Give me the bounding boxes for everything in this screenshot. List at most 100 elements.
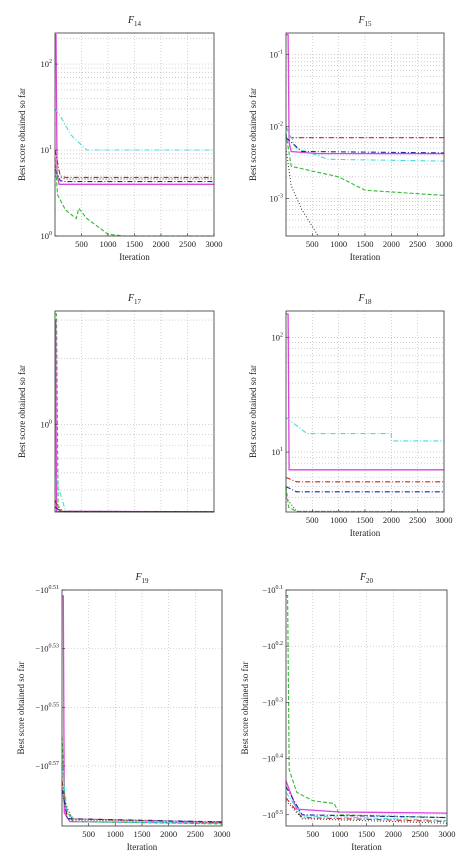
series-group-f15 bbox=[285, 33, 445, 236]
series-group-f20 bbox=[285, 595, 448, 824]
grid-f20 bbox=[286, 589, 447, 826]
series-line-6 bbox=[285, 486, 445, 513]
chart-title: F20 bbox=[359, 572, 374, 585]
series-line-3 bbox=[61, 765, 223, 824]
series-line-4 bbox=[285, 137, 445, 154]
chart-title: F15 bbox=[357, 15, 372, 28]
y-axis-label: Best score obtained so far bbox=[16, 662, 26, 755]
x-tick-label: 2500 bbox=[187, 829, 204, 839]
series-line-6 bbox=[61, 794, 223, 823]
series-line-4 bbox=[285, 486, 444, 493]
x-tick-label: 2500 bbox=[179, 239, 196, 249]
y-tick-label: −100.5 bbox=[262, 810, 283, 820]
x-tick-label: 2000 bbox=[160, 829, 177, 839]
y-tick-label: 102 bbox=[272, 332, 284, 342]
y-tick-label: 101 bbox=[41, 145, 53, 155]
series-line-1 bbox=[286, 33, 444, 155]
grid-f15 bbox=[286, 33, 444, 237]
y-tick-label: −100.53 bbox=[35, 644, 59, 654]
x-tick-label: 1500 bbox=[126, 239, 143, 249]
x-tick-label: 500 bbox=[306, 239, 319, 249]
x-tick-label: 1000 bbox=[330, 239, 347, 249]
series-line-3 bbox=[285, 126, 445, 162]
y-tick-label: 10-3 bbox=[270, 193, 284, 203]
series-line-1 bbox=[286, 313, 444, 471]
chart-title: F18 bbox=[357, 293, 372, 306]
series-line-5 bbox=[54, 506, 215, 513]
series-line-5 bbox=[285, 797, 448, 823]
plot-frame bbox=[54, 310, 215, 513]
y-tick-label: 10-2 bbox=[270, 122, 284, 132]
x-tick-label: 2000 bbox=[383, 239, 400, 249]
x-tick-label: 1000 bbox=[107, 829, 124, 839]
series-line-6 bbox=[285, 800, 448, 824]
x-tick-label: 3000 bbox=[436, 239, 453, 249]
series-line-1 bbox=[286, 595, 448, 819]
series-line-6 bbox=[285, 148, 319, 236]
chart-f14: 500 1000 1500 2000 2500 3000 100 101 102 F14 Itera… bbox=[17, 15, 223, 262]
y-axis-label: Best score obtained so far bbox=[17, 365, 27, 458]
y-tick-label: −100.1 bbox=[262, 585, 283, 595]
series-line-4 bbox=[61, 780, 223, 824]
x-tick-label: 500 bbox=[82, 829, 95, 839]
grid-f17 bbox=[55, 311, 214, 512]
y-tick-label: −100.3 bbox=[262, 697, 283, 707]
y-axis-label: Best score obtained so far bbox=[248, 365, 258, 458]
y-tick-label: −100.4 bbox=[262, 754, 283, 764]
grid-f14 bbox=[55, 33, 214, 236]
chart-f19: 500 1000 1500 2000 2500 3000 −100.51 −100.53 −10… bbox=[16, 572, 231, 852]
series-line-5 bbox=[54, 175, 214, 180]
x-axis-label: Iteration bbox=[350, 528, 381, 538]
series-line-1 bbox=[55, 34, 214, 185]
chart-f20: 500 1000 1500 2000 2500 3000 −100.1 −100.2 −100.… bbox=[240, 572, 456, 852]
y-tick-label: 100 bbox=[41, 419, 53, 429]
y-tick-label: −100.2 bbox=[262, 641, 283, 651]
x-axis-label: Iteration bbox=[351, 842, 382, 852]
series-line-5 bbox=[285, 133, 445, 196]
series-line-5 bbox=[61, 789, 223, 823]
chart-f17: 100 F17 Best score obtained so far bbox=[17, 293, 215, 513]
x-tick-label: 2000 bbox=[383, 515, 400, 525]
x-tick-label: 500 bbox=[75, 239, 88, 249]
y-axis-label: Best score obtained so far bbox=[248, 88, 258, 181]
x-tick-label: 2000 bbox=[385, 829, 402, 839]
x-tick-label: 3000 bbox=[436, 515, 453, 525]
x-tick-label: 3000 bbox=[439, 829, 456, 839]
series-line-2 bbox=[61, 736, 223, 825]
chart-f15: 500 1000 1500 2000 2500 3000 10-3 10-2 10-1 F15 It… bbox=[248, 15, 453, 262]
y-axis-label: Best score obtained so far bbox=[17, 88, 27, 181]
series-line-4 bbox=[54, 499, 215, 513]
x-tick-label: 2500 bbox=[412, 829, 429, 839]
series-line-2 bbox=[285, 417, 444, 442]
y-tick-label: −100.51 bbox=[35, 585, 59, 595]
y-tick-label: 10-1 bbox=[270, 50, 284, 60]
series-group-f19 bbox=[61, 595, 223, 825]
y-tick-label: −100.57 bbox=[35, 761, 59, 771]
x-tick-label: 1000 bbox=[99, 239, 116, 249]
x-tick-label: 1000 bbox=[331, 829, 348, 839]
series-line-2 bbox=[55, 319, 215, 513]
grid-f19 bbox=[62, 589, 222, 826]
series-line-3 bbox=[54, 472, 215, 513]
chart-title: F19 bbox=[134, 572, 149, 585]
x-tick-label: 1500 bbox=[356, 239, 373, 249]
series-group-f14 bbox=[54, 34, 214, 237]
series-line-2 bbox=[54, 108, 214, 151]
x-axis-label: Iteration bbox=[127, 842, 158, 852]
x-tick-label: 3000 bbox=[214, 829, 231, 839]
x-tick-label: 1000 bbox=[330, 515, 347, 525]
x-tick-label: 2500 bbox=[409, 515, 426, 525]
y-tick-label: −100.55 bbox=[35, 702, 59, 712]
x-tick-label: 3000 bbox=[206, 239, 223, 249]
x-axis-label: Iteration bbox=[350, 252, 381, 262]
x-tick-label: 1500 bbox=[133, 829, 150, 839]
y-axis-label: Best score obtained so far bbox=[240, 662, 250, 755]
series-line-6 bbox=[54, 158, 214, 237]
x-tick-label: 500 bbox=[306, 515, 319, 525]
series-line-2 bbox=[285, 780, 448, 814]
series-line-4 bbox=[54, 168, 214, 183]
x-tick-label: 1500 bbox=[358, 829, 375, 839]
series-line-3 bbox=[285, 786, 448, 819]
y-tick-label: 100 bbox=[41, 231, 53, 241]
